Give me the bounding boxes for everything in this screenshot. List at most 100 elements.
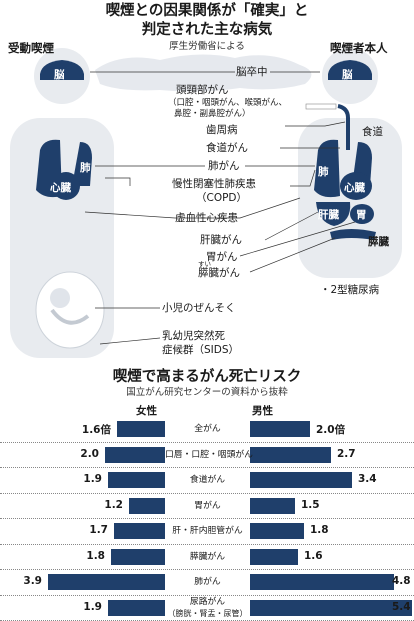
bar-male [250,523,304,539]
value-male: 1.6 [304,549,323,562]
row-separator [0,543,414,545]
heart-left-shape [52,172,80,200]
furigana-sui: すい [198,260,211,268]
title-line-1: 喫煙との因果関係が「確実」と [105,3,309,19]
category-text: 胃がん [194,500,221,511]
disease-head-neck-detail-1: （口腔・咽頭がん、喉頭がん、 [168,98,288,108]
category-label: 肺がん [165,576,250,588]
disease-childhood-asthma: 小児のぜんそく [162,302,236,314]
chart-source: 国立がん研究センターの資料から抜粋 [126,387,288,398]
value-female: 1.7 [89,524,108,536]
bar-male [250,472,352,488]
organ-stomach: 胃 [356,209,367,221]
organ-pancreas: 膵臓 [368,236,389,248]
bar-male [250,421,310,437]
series-label-female: 女性 [136,405,157,417]
disease-liver-cancer: 肝臓がん [200,234,242,246]
bar-female [108,472,165,488]
organ-heart-left: 心臓 [50,182,71,194]
disease-stroke: 脳卒中 [236,66,268,78]
category-text: 膵臓がん [189,551,226,562]
category-label: 肝・肝内胆管がん [165,525,250,537]
brain-right-shape [328,60,372,80]
brain-left-shape [40,60,84,80]
value-female: 1.2 [104,498,123,511]
value-male: 3.4 [358,473,377,485]
heart-right-shape [340,172,372,200]
bar-male [250,446,331,463]
disease-head-neck-cancer: 頭頸部がん [176,84,229,96]
category-subtext: （膀胱・腎盂・尿管） [167,608,248,618]
disease-ischemic-heart: 虚血性心疾患 [175,212,238,224]
disease-sids-2: 症候群（SIDS） [162,344,240,356]
page-title: 喫煙との因果関係が「確実」と 判定された主な病気 [0,2,414,40]
value-male: 2.7 [337,447,356,460]
category-text: 口唇・口腔・咽頭がん [165,449,253,460]
row-separator [0,467,414,468]
organ-esophagus: 食道 [362,126,383,138]
disease-stomach-cancer: 胃がん [206,251,238,263]
value-female: 3.9 [23,575,42,587]
row-separator [0,594,414,596]
disease-pancreatic-cancer: 膵臓がん [198,267,240,279]
row-separator [0,441,414,443]
category-label: 尿路がん （膀胱・腎盂・尿管） [165,596,250,620]
value-female: 1.9 [83,473,102,485]
value-female: 1.8 [86,549,105,562]
value-female: 1.9 [83,600,102,613]
liver-shape [316,202,351,226]
title-line-2: 判定された主な病気 [141,22,273,38]
value-male: 1.8 [310,524,329,536]
row-separator [0,569,414,570]
pancreas-shape [330,229,376,240]
value-female: 2.0 [80,447,99,460]
chart-title: 喫煙で高まるがん死亡リスク [112,369,302,385]
bar-female [114,523,165,539]
value-male: 4.8 [392,575,411,587]
category-label: 全がん [165,423,250,435]
disease-copd: 慢性閉塞性肺疾患 [172,178,256,190]
disease-head-neck-detail-2: 鼻腔・副鼻腔がん） [174,109,251,119]
organ-lung-right: 肺 [318,166,329,178]
category-text: 食道がん [189,475,226,485]
bar-female [111,548,165,565]
row-separator [0,492,414,494]
disease-copd-abbr: （COPD） [196,192,248,204]
category-label: 口唇・口腔・咽頭がん [165,449,253,461]
organ-brain-right: 脳 [342,69,353,81]
passive-smoking-label: 受動喫煙 [8,41,54,55]
disease-type2-diabetes: ・2型糖尿病 [320,284,380,296]
disease-periodontal: 歯周病 [206,124,238,136]
esophagus-shape [337,104,350,150]
bar-male [250,497,295,514]
organ-heart-right: 心臓 [344,182,365,194]
smoke-cloud [95,54,312,92]
bar-female [117,421,165,437]
organ-lung-left: 肺 [80,162,91,174]
row-separator [0,518,414,519]
lung-right-shape [314,139,340,198]
disease-lung-cancer: 肺がん [208,160,240,172]
value-female: 1.6倍 [81,424,111,436]
bar-male [250,599,412,616]
category-text: 肝・肝内胆管がん [172,526,243,536]
category-label: 食道がん [165,474,250,486]
category-text: 全がん [194,424,221,434]
series-label-male: 男性 [252,405,273,417]
category-text: 尿路がん [189,596,226,607]
bar-male [250,574,394,590]
category-label: 膵臓がん [165,551,250,563]
bar-female [48,574,165,590]
bar-female [108,599,165,616]
value-male: 1.5 [301,498,320,511]
smoker-label: 喫煙者本人 [330,41,388,55]
value-male: 2.0倍 [316,424,346,436]
category-label: 胃がん [165,500,250,512]
disease-esophageal-cancer: 食道がん [206,142,248,154]
value-male: 5.4 [392,600,411,613]
baby-head [50,288,70,308]
organ-liver: 肝臓 [318,209,339,221]
category-text: 肺がん [194,577,221,587]
cigarette [305,103,337,110]
